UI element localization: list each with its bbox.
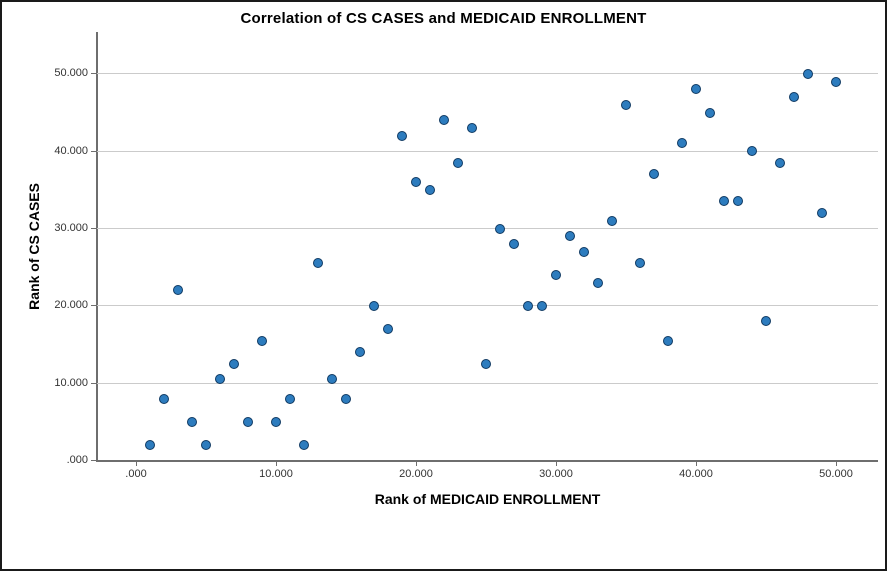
y-gridline <box>97 305 878 307</box>
data-point <box>159 393 169 404</box>
data-point <box>789 92 799 103</box>
y-gridline <box>97 382 878 384</box>
data-point <box>467 122 477 133</box>
data-point <box>579 246 589 257</box>
data-point <box>677 138 687 149</box>
data-point <box>453 157 463 168</box>
y-tick-label: .000 <box>66 454 88 466</box>
data-point <box>369 300 379 311</box>
x-tick-label: 40.000 <box>679 468 713 480</box>
y-axis-title: Rank of CS CASES <box>26 183 42 310</box>
data-point <box>565 231 575 242</box>
x-tick-mark <box>415 461 417 466</box>
data-point <box>551 269 561 280</box>
y-axis-title-wrap: Rank of CS CASES <box>16 32 52 461</box>
data-point <box>425 184 435 195</box>
y-tick-label: 50.000 <box>54 67 88 80</box>
data-point <box>719 196 729 207</box>
y-tick-mark <box>91 382 96 384</box>
data-point <box>481 358 491 369</box>
data-point <box>523 300 533 311</box>
data-point <box>397 130 407 141</box>
y-tick-mark <box>91 73 96 75</box>
data-point <box>439 115 449 126</box>
data-point <box>313 258 323 269</box>
data-point <box>663 335 673 346</box>
data-point <box>187 416 197 427</box>
y-tick-mark <box>91 228 96 229</box>
data-point <box>621 99 631 110</box>
data-point <box>285 393 295 404</box>
data-point <box>173 285 183 296</box>
y-tick-label: 40.000 <box>54 144 88 157</box>
data-point <box>635 258 645 269</box>
data-point <box>341 393 351 404</box>
y-tick-mark <box>91 150 96 152</box>
x-tick-mark <box>695 461 697 466</box>
x-tick-mark <box>835 461 837 466</box>
x-tick-mark <box>135 461 137 466</box>
data-point <box>215 374 225 385</box>
x-tick-mark <box>555 461 557 466</box>
data-point <box>327 374 337 385</box>
data-point <box>705 107 715 118</box>
data-point <box>607 215 617 226</box>
data-point <box>257 335 267 346</box>
data-point <box>509 238 519 249</box>
data-point <box>201 440 211 451</box>
y-gridline <box>97 150 878 152</box>
y-tick-mark <box>91 305 96 307</box>
data-point <box>649 169 659 180</box>
x-tick-label: .000 <box>125 468 147 480</box>
x-tick-label: 10.000 <box>259 468 293 480</box>
data-point <box>733 196 743 207</box>
x-tick-label: 50.000 <box>819 468 853 480</box>
data-point <box>271 416 281 427</box>
x-axis-title: Rank of MEDICAID ENROLLMENT <box>374 491 601 507</box>
data-point <box>229 358 239 369</box>
data-point <box>537 300 547 311</box>
data-point <box>495 223 505 234</box>
x-tick-mark <box>275 461 277 466</box>
y-tick-label: 10.000 <box>54 376 88 389</box>
data-point <box>593 277 603 288</box>
y-tick-label: 30.000 <box>54 222 88 234</box>
data-point <box>817 208 827 219</box>
x-tick-label: 20.000 <box>399 468 433 480</box>
x-tick-label: 30.000 <box>539 468 573 480</box>
data-point <box>761 316 771 327</box>
x-axis-line <box>96 460 878 462</box>
y-tick-label: 20.000 <box>54 299 88 312</box>
y-gridline <box>97 73 878 75</box>
y-gridline <box>97 228 878 229</box>
data-point <box>747 146 757 157</box>
y-axis-line <box>96 32 98 461</box>
data-point <box>411 177 421 188</box>
data-point <box>831 76 841 87</box>
y-tick-mark <box>91 460 96 461</box>
data-point <box>775 157 785 168</box>
chart-title: Correlation of CS CASES and MEDICAID ENR… <box>240 10 647 27</box>
data-point <box>299 440 309 451</box>
data-point <box>691 84 701 95</box>
data-point <box>803 68 813 79</box>
data-point <box>243 416 253 427</box>
data-point <box>355 347 365 358</box>
data-point <box>145 440 155 451</box>
data-point <box>383 324 393 335</box>
